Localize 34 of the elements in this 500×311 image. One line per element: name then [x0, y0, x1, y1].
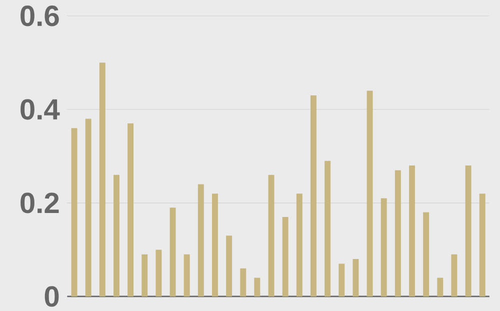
bar — [212, 194, 218, 296]
bar — [380, 198, 387, 296]
bar — [240, 268, 246, 296]
y-tick-label: 0.6 — [20, 5, 59, 26]
bar — [437, 278, 444, 296]
bar — [142, 254, 148, 296]
bar — [184, 254, 190, 296]
bar — [170, 208, 176, 296]
bar — [156, 250, 162, 296]
bar — [99, 62, 106, 296]
bar — [352, 258, 359, 296]
bar — [254, 278, 260, 296]
bar — [338, 264, 345, 296]
bar — [113, 174, 120, 296]
bar — [479, 194, 486, 296]
bar — [409, 165, 415, 296]
y-tick-label: 0.4 — [20, 99, 60, 120]
bar — [198, 184, 204, 296]
bar — [226, 236, 232, 296]
bar — [310, 95, 316, 296]
bar — [394, 170, 401, 296]
bar — [282, 216, 288, 296]
bar — [423, 212, 430, 296]
bar — [324, 160, 331, 296]
bar — [268, 174, 274, 296]
y-tick-label: 0 — [44, 286, 59, 307]
y-tick-label: 0.2 — [20, 192, 59, 214]
bar — [296, 194, 302, 296]
bar — [366, 90, 373, 296]
bar — [85, 118, 92, 296]
bar — [465, 165, 472, 296]
bar — [451, 254, 458, 296]
bar — [71, 128, 78, 296]
bar — [128, 123, 134, 296]
